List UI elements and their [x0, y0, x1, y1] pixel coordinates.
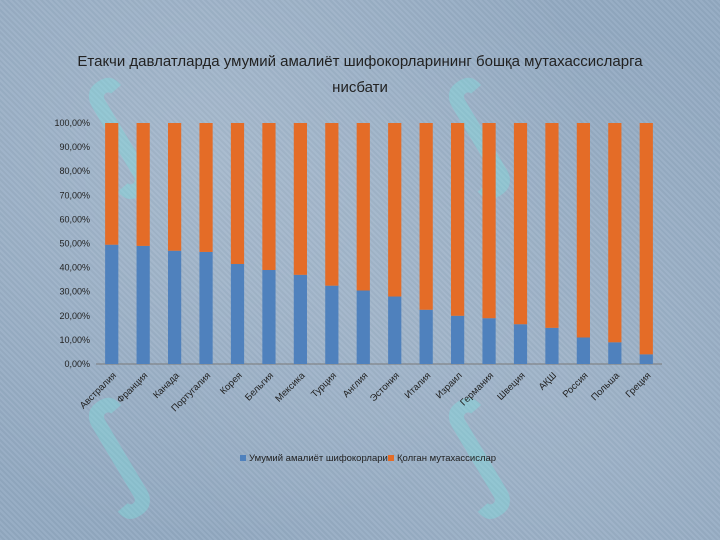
bar-segment-other [451, 123, 465, 316]
bar-segment-other [262, 123, 276, 271]
bar-segment-gp [136, 245, 150, 364]
y-tick-label: 50,00% [59, 239, 90, 249]
bar-segment-gp [293, 274, 307, 364]
bar-segment-other [419, 123, 433, 310]
bars [105, 123, 653, 364]
bar-segment-other [105, 123, 119, 245]
bar-segment-gp [545, 327, 559, 364]
chart-title-line-2: нисбати [332, 79, 388, 96]
bar-segment-gp [513, 324, 528, 364]
bar-segment-gp [105, 244, 119, 364]
category-label: Бельгия [243, 370, 276, 403]
y-tick-label: 20,00% [59, 311, 90, 321]
bar-segment-gp [262, 270, 276, 364]
bar-segment-gp [356, 290, 370, 364]
category-label: Италия [403, 370, 434, 401]
category-label: Эстония [368, 370, 402, 404]
category-label: Франция [115, 370, 150, 405]
chart-title-line-1: Етакчи давлатларда умумий амалиёт шифоко… [77, 53, 643, 70]
legend-label: Қолган мутахассислар [397, 453, 496, 464]
y-tick-label: 80,00% [59, 166, 90, 176]
legend-swatch [388, 455, 394, 461]
y-tick-label: 70,00% [59, 190, 90, 200]
category-label: Турция [309, 370, 339, 400]
bar-segment-gp [325, 285, 339, 364]
y-tick-label: 10,00% [59, 335, 90, 345]
bar-segment-other [576, 123, 590, 338]
y-tick-label: 100,00% [54, 118, 90, 128]
bar-segment-other [325, 123, 339, 286]
bar-segment-other [356, 123, 370, 291]
bar-segment-other [482, 123, 496, 319]
legend-label: Умумий амалиёт шифокорлари [249, 453, 388, 464]
bar-segment-gp [608, 342, 622, 364]
bar-segment-other [388, 123, 402, 297]
y-axis: 0,00% 10,00% 20,00% 30,00% 40,00% 50,00% 60,00… [54, 118, 662, 369]
category-label: Корея [218, 370, 245, 397]
bar-segment-gp [451, 315, 465, 364]
bar-segment-gp [576, 337, 590, 364]
bar-segment-other [230, 123, 245, 264]
category-label: Мексика [273, 370, 308, 405]
bar-segment-other [136, 123, 150, 246]
category-label: АҚШ [537, 370, 559, 392]
y-tick-label: 0,00% [64, 359, 90, 369]
bar-segment-other [513, 123, 528, 325]
bar-segment-other [639, 123, 653, 355]
bar-segment-other [545, 123, 559, 328]
category-label: Россия [561, 370, 591, 400]
bar-segment-other [608, 123, 622, 343]
bar-segment-other [293, 123, 307, 275]
category-label: Англия [341, 370, 371, 400]
category-label: Израил [434, 370, 465, 401]
bar-segment-other [199, 123, 213, 252]
category-label: Германия [458, 370, 496, 408]
category-label: Греция [624, 370, 654, 400]
y-tick-label: 90,00% [59, 142, 90, 152]
category-label: Канада [151, 370, 182, 401]
bar-segment-other [168, 123, 182, 251]
y-tick-label: 40,00% [59, 263, 90, 273]
category-label: Польша [589, 370, 622, 403]
bar-segment-gp [199, 251, 213, 364]
category-label: Швеция [495, 370, 527, 402]
category-label: Австралия [78, 370, 119, 411]
bar-segment-gp [482, 318, 496, 364]
bar-segment-gp [230, 263, 245, 364]
bar-segment-gp [388, 296, 402, 364]
y-tick-label: 30,00% [59, 287, 90, 297]
bar-segment-gp [639, 354, 653, 364]
legend-swatch [240, 455, 246, 461]
bar-segment-gp [419, 309, 433, 364]
bar-segment-gp [168, 250, 182, 364]
legend: Умумий амалиёт шифокорлари Қолган мутахас… [240, 453, 496, 464]
y-tick-label: 60,00% [59, 214, 90, 224]
